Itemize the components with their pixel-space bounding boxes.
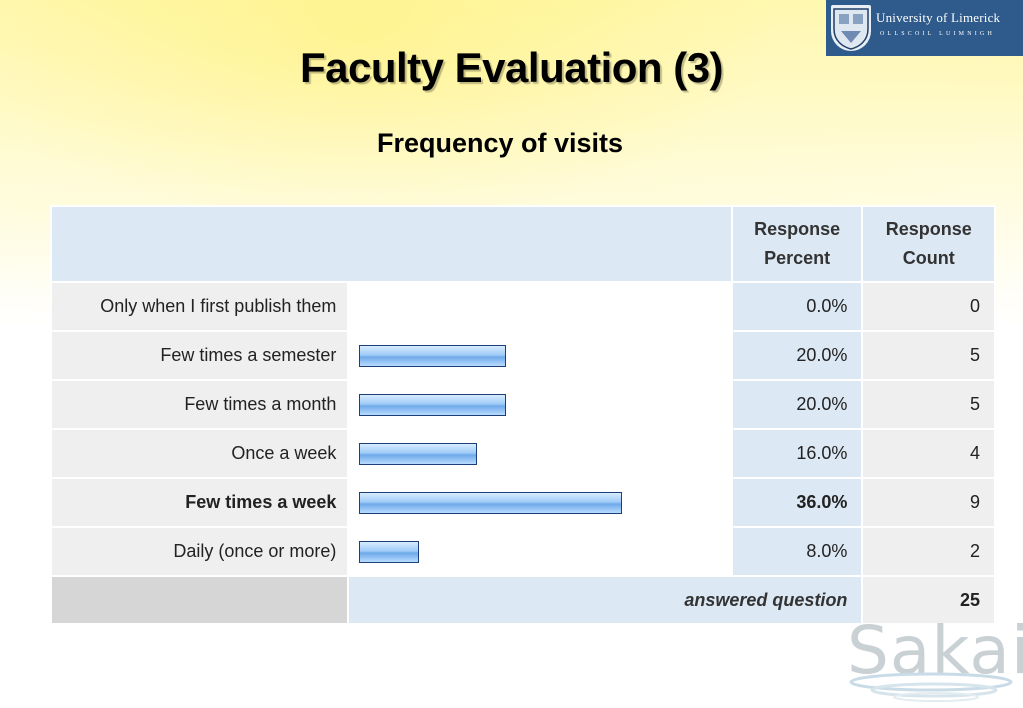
table-row: Once a week 16.0% 4: [49, 428, 996, 479]
bar-cell: [347, 477, 733, 528]
response-percent: 36.0%: [730, 477, 864, 528]
sakai-swoosh-icon: [849, 672, 1013, 702]
bar-cell: [347, 330, 733, 381]
bar-cell: [347, 379, 733, 430]
response-percent: 20.0%: [730, 379, 864, 430]
slide-title: Faculty Evaluation (3): [299, 44, 724, 91]
response-bar: [359, 541, 420, 563]
response-bar: [359, 394, 507, 416]
slide-subtitle: Frequency of visits: [376, 128, 624, 158]
answer-label: Only when I first publish them: [49, 281, 350, 332]
response-percent: 0.0%: [730, 281, 864, 332]
answer-label: Few times a month: [49, 379, 350, 430]
logo-subtitle: OLLSCOIL LUIMNIGH: [880, 31, 996, 37]
bar-cell: [347, 281, 733, 332]
response-count: 5: [861, 379, 996, 430]
response-count: 0: [861, 281, 996, 332]
header-percent-line1: Response: [754, 219, 841, 239]
header-count-line2: Count: [902, 248, 955, 268]
response-percent: 8.0%: [730, 526, 864, 577]
answer-label: Once a week: [49, 428, 350, 479]
answer-label: Few times a week: [49, 477, 350, 528]
answer-label: Daily (once or more): [49, 526, 350, 577]
response-count: 4: [861, 428, 996, 479]
logo-name: University of Limerick: [876, 10, 1001, 25]
header-blank: [50, 205, 733, 283]
table-header-row: Response Percent Response Count: [50, 205, 996, 283]
survey-results-table: Response Percent Response Count Only whe…: [49, 205, 996, 625]
answer-label: Few times a semester: [49, 330, 350, 381]
answered-question-count: 25: [861, 575, 996, 625]
table-row: Only when I first publish them 0.0% 0: [49, 281, 996, 332]
header-response-count: Response Count: [861, 205, 996, 283]
response-count: 2: [861, 526, 996, 577]
response-percent: 20.0%: [730, 330, 864, 381]
table-row: Few times a month 20.0% 5: [49, 379, 996, 430]
table-footer-row: answered question 25: [49, 575, 996, 625]
response-bar: [359, 443, 478, 465]
answered-question-label: answered question: [347, 575, 864, 625]
response-bar: [359, 492, 623, 514]
crest-icon: [831, 5, 871, 51]
response-count: 5: [861, 330, 996, 381]
bar-cell: [347, 428, 733, 479]
header-count-line1: Response: [885, 219, 972, 239]
response-percent: 16.0%: [730, 428, 864, 479]
table-row: Daily (once or more) 8.0% 2: [49, 526, 996, 577]
table-row: Few times a week 36.0% 9: [49, 477, 996, 528]
footer-blank: [49, 575, 350, 625]
header-response-percent: Response Percent: [730, 205, 864, 283]
header-percent-line2: Percent: [764, 248, 831, 268]
response-bar: [359, 345, 507, 367]
table-row: Few times a semester 20.0% 5: [49, 330, 996, 381]
bar-cell: [347, 526, 733, 577]
university-logo: University of Limerick OLLSCOIL LUIMNIGH: [826, 0, 1023, 56]
response-count: 9: [861, 477, 996, 528]
